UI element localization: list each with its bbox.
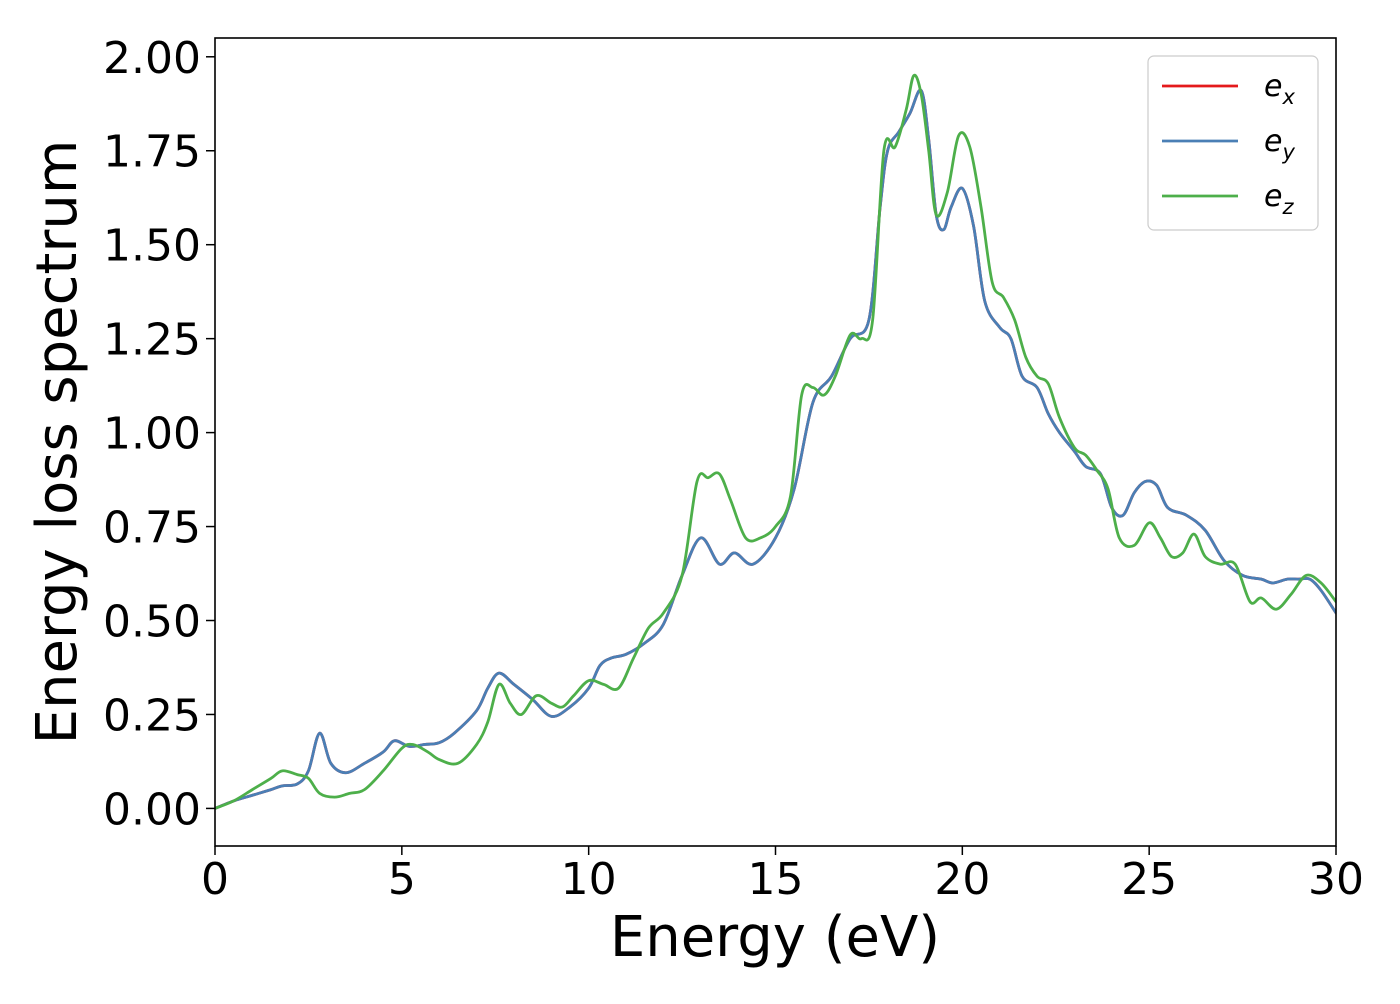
y-tick-label: 1.50 — [103, 221, 201, 272]
x-tick-label: 10 — [561, 854, 617, 905]
x-axis: 0 5 10 15 20 25 30 — [201, 846, 1364, 905]
y-tick-label: 1.25 — [103, 315, 201, 366]
x-tick-label: 5 — [388, 854, 416, 905]
y-tick-label: 0.50 — [103, 597, 201, 648]
x-tick-label: 25 — [1121, 854, 1177, 905]
y-axis: 0.00 0.25 0.50 0.75 1.00 1.25 1.50 1.75 2.00 — [103, 33, 215, 835]
series-line-e-y — [215, 88, 1336, 810]
x-tick-label: 15 — [748, 854, 804, 905]
legend-label: ez — [1264, 179, 1294, 219]
y-axis-title: Energy loss spectrum — [25, 140, 90, 745]
x-tick-label: 20 — [934, 854, 990, 905]
legend: ex ey ez — [1147, 55, 1319, 231]
y-tick-label: 1.00 — [103, 409, 201, 460]
y-tick-label: 0.75 — [103, 503, 201, 554]
y-tick-label: 0.00 — [103, 784, 201, 835]
legend-label: ex — [1264, 69, 1295, 109]
series-layer — [215, 73, 1336, 810]
y-tick-label: 1.75 — [103, 127, 201, 178]
x-axis-title: Energy (eV) — [610, 905, 940, 970]
x-tick-label: 0 — [201, 854, 229, 905]
y-tick-label: 0.25 — [103, 690, 201, 741]
legend-label: ey — [1264, 124, 1295, 164]
series-line-e-z — [215, 73, 1336, 810]
y-tick-label: 2.00 — [103, 33, 201, 84]
x-tick-label: 30 — [1308, 854, 1364, 905]
legend-box — [1147, 55, 1319, 231]
